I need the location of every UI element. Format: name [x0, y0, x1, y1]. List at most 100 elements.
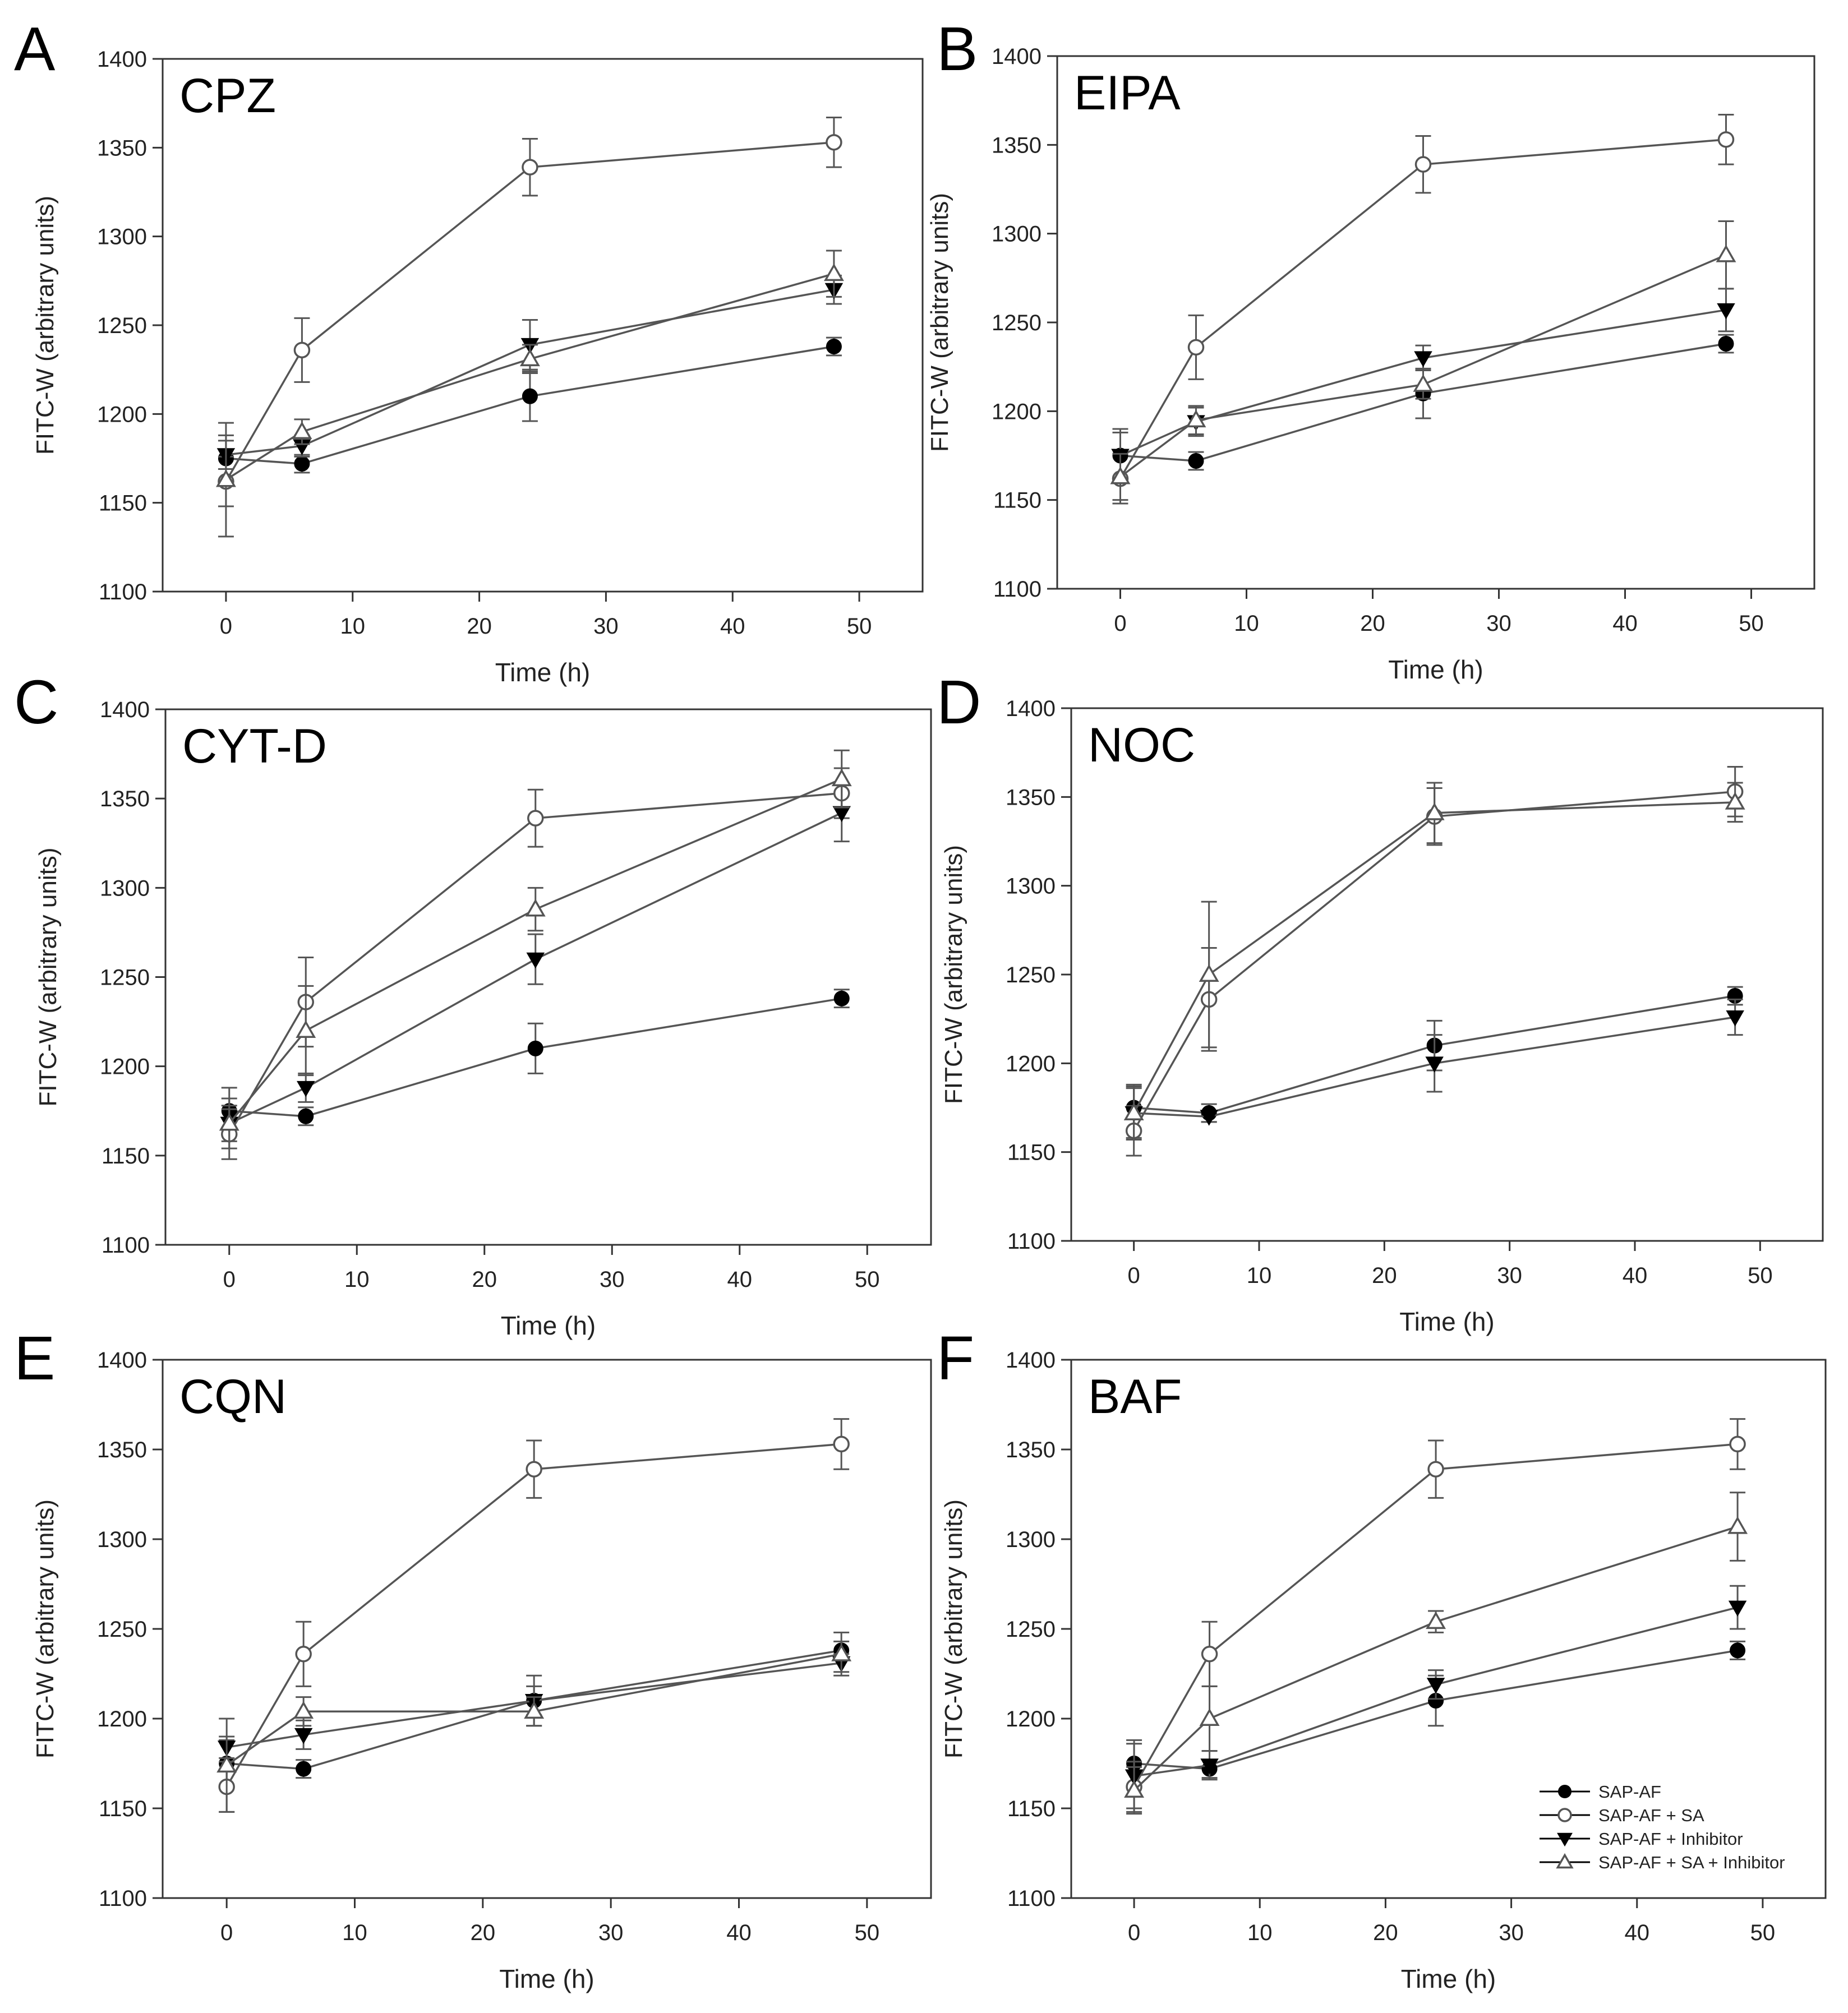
series-2	[218, 117, 842, 507]
series-line	[227, 1649, 842, 1770]
y-tick-label: 1150	[102, 1144, 150, 1169]
y-tick-label: 1100	[102, 1233, 150, 1258]
x-tick-label: 50	[1750, 1920, 1776, 1945]
data-point	[298, 1108, 314, 1124]
y-tick-label: 1150	[1007, 1141, 1056, 1165]
data-point	[522, 388, 538, 404]
data-point	[1110, 467, 1131, 484]
plot-frame	[162, 1359, 932, 1899]
x-axis-label: Time (h)	[1388, 655, 1483, 684]
data-point	[1718, 336, 1734, 352]
panel-letter: D	[937, 668, 981, 737]
panel-title: CYT-D	[182, 719, 327, 773]
data-point	[1727, 1516, 1748, 1534]
data-point	[1725, 792, 1745, 810]
series-line	[1133, 1016, 1735, 1118]
series-line	[229, 997, 842, 1118]
panel-letter: B	[937, 15, 978, 84]
y-tick-label: 1250	[1006, 963, 1056, 987]
x-tick-label: 10	[340, 614, 366, 639]
series-line	[225, 141, 835, 482]
x-axis-label: Time (h)	[1399, 1307, 1495, 1336]
y-tick-label: 1400	[97, 1348, 147, 1373]
data-point	[297, 1081, 315, 1097]
data-point	[219, 1113, 239, 1131]
y-tick-label: 1350	[992, 133, 1041, 158]
x-tick-label: 0	[1128, 1920, 1140, 1945]
y-tick-label: 1400	[1006, 696, 1056, 721]
series-line	[1133, 995, 1735, 1114]
data-point	[1729, 1435, 1746, 1453]
x-tick-label: 30	[593, 614, 619, 639]
panel-title: EIPA	[1074, 66, 1181, 120]
data-point	[833, 1435, 850, 1453]
data-point	[1413, 374, 1434, 392]
data-point	[1414, 351, 1432, 367]
panel-e: E 1100 1150 1200 1250 1300 1350 1400 0 10 20 30 40 50…	[14, 1324, 932, 1993]
x-tick-label: 50	[847, 614, 872, 639]
plot-frame	[1070, 1359, 1827, 1899]
x-tick-label: 20	[1372, 1263, 1397, 1288]
y-tick-label: 1350	[1006, 785, 1056, 810]
panel-title: CPZ	[179, 69, 276, 123]
y-tick-label: 1200	[97, 402, 147, 427]
series-line	[1133, 1606, 1738, 1777]
x-tick-label: 20	[472, 1267, 497, 1292]
data-point	[215, 469, 236, 487]
x-tick-label: 40	[726, 1920, 752, 1945]
y-tick-label: 1200	[1006, 1051, 1056, 1076]
series-4	[1110, 220, 1736, 501]
x-tick-label: 0	[223, 1267, 236, 1292]
series-line	[225, 273, 835, 481]
data-point	[1425, 1056, 1444, 1073]
y-tick-label: 1300	[1006, 874, 1056, 899]
data-point	[526, 952, 545, 969]
y-tick-label: 1200	[1006, 1707, 1056, 1732]
data-point	[1426, 1611, 1446, 1629]
data-point	[294, 1728, 313, 1744]
series-line	[1120, 343, 1726, 462]
data-point	[292, 421, 312, 439]
data-point	[831, 1643, 852, 1661]
legend-marker	[1556, 1853, 1574, 1869]
y-tick-label: 1350	[1006, 1438, 1056, 1462]
data-point	[1716, 244, 1736, 262]
panel-title: BAF	[1088, 1370, 1182, 1424]
y-tick-label: 1300	[97, 225, 147, 250]
data-point	[826, 339, 842, 354]
series-line	[228, 792, 842, 1135]
x-tick-label: 10	[342, 1920, 367, 1945]
x-tick-label: 20	[1373, 1920, 1398, 1945]
y-tick-label: 1100	[1007, 1229, 1056, 1254]
data-point	[527, 1040, 543, 1056]
panel-letter: E	[14, 1324, 55, 1393]
series-line	[1133, 1525, 1738, 1792]
y-tick-label: 1300	[992, 222, 1041, 247]
panel-a: A 1100 1150 1200 1250 1300 1350 1400 0 10 20 30 40 50…	[14, 15, 924, 687]
y-tick-label: 1400	[97, 47, 147, 72]
x-tick-label: 40	[727, 1267, 753, 1292]
data-point	[1201, 1646, 1218, 1663]
y-tick-label: 1250	[100, 966, 150, 990]
legend-label: SAP-AF + SA	[1598, 1806, 1704, 1825]
panel-letter: F	[937, 1324, 974, 1393]
series-line	[1133, 791, 1735, 1132]
y-tick-label: 1250	[97, 1617, 147, 1642]
plot-frame	[1056, 55, 1815, 590]
series-line	[225, 345, 835, 465]
data-point	[525, 899, 546, 917]
x-axis-label: Time (h)	[1401, 1964, 1496, 1993]
data-point	[1717, 131, 1735, 148]
series-2	[1112, 114, 1735, 505]
data-point	[1200, 1758, 1219, 1775]
legend-marker	[1558, 1785, 1572, 1798]
data-point	[1414, 156, 1432, 173]
series-2	[218, 1418, 850, 1813]
series-line	[226, 1653, 842, 1766]
panel-title: CQN	[179, 1370, 287, 1424]
x-tick-label: 50	[1748, 1263, 1773, 1288]
data-point	[1186, 409, 1206, 428]
data-point	[823, 263, 844, 281]
x-tick-label: 20	[1360, 611, 1385, 636]
